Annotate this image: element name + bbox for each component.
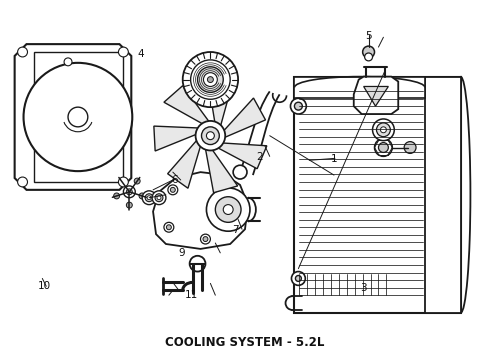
Circle shape <box>197 67 223 93</box>
Circle shape <box>196 121 225 150</box>
Circle shape <box>123 186 135 198</box>
Polygon shape <box>154 126 201 151</box>
Circle shape <box>24 63 132 171</box>
Circle shape <box>374 139 392 156</box>
Circle shape <box>167 225 172 230</box>
Circle shape <box>380 127 387 133</box>
Polygon shape <box>215 143 267 169</box>
Circle shape <box>147 196 151 200</box>
Circle shape <box>183 52 238 107</box>
Polygon shape <box>354 77 398 114</box>
Circle shape <box>145 194 153 202</box>
Polygon shape <box>168 138 201 188</box>
Polygon shape <box>208 78 232 129</box>
Circle shape <box>68 107 88 127</box>
Polygon shape <box>364 86 389 106</box>
Text: 2: 2 <box>256 152 263 162</box>
Circle shape <box>404 141 416 153</box>
Text: 3: 3 <box>360 283 367 293</box>
Circle shape <box>200 234 210 244</box>
Circle shape <box>365 53 372 61</box>
Text: 7: 7 <box>232 225 239 235</box>
Circle shape <box>114 193 120 199</box>
Text: 5: 5 <box>365 31 372 41</box>
Text: 9: 9 <box>179 248 185 258</box>
Circle shape <box>372 119 394 141</box>
Circle shape <box>203 237 208 242</box>
Circle shape <box>233 165 247 179</box>
Circle shape <box>157 196 161 200</box>
Bar <box>294 77 461 313</box>
Polygon shape <box>222 98 266 139</box>
Circle shape <box>168 185 178 195</box>
Text: 10: 10 <box>37 281 50 291</box>
Text: 4: 4 <box>138 49 144 59</box>
Circle shape <box>378 143 389 152</box>
Circle shape <box>119 47 128 57</box>
Circle shape <box>190 256 205 271</box>
Circle shape <box>119 178 124 184</box>
Bar <box>294 77 425 98</box>
Circle shape <box>142 191 156 204</box>
Circle shape <box>155 194 163 202</box>
Circle shape <box>139 193 145 199</box>
Circle shape <box>171 188 175 192</box>
Circle shape <box>295 275 301 282</box>
Text: 6: 6 <box>172 175 178 185</box>
Circle shape <box>206 132 214 140</box>
Circle shape <box>126 189 132 195</box>
Circle shape <box>18 177 27 187</box>
Circle shape <box>207 77 213 82</box>
Circle shape <box>292 271 305 285</box>
Circle shape <box>18 47 27 57</box>
Text: 11: 11 <box>185 290 198 300</box>
Circle shape <box>363 46 374 58</box>
Circle shape <box>203 73 218 86</box>
Text: COOLING SYSTEM - 5.2L: COOLING SYSTEM - 5.2L <box>165 336 325 349</box>
Circle shape <box>64 58 72 66</box>
Polygon shape <box>205 146 238 193</box>
Polygon shape <box>15 44 131 190</box>
Circle shape <box>191 60 230 99</box>
Circle shape <box>215 197 241 222</box>
Circle shape <box>294 102 302 110</box>
Circle shape <box>152 191 166 204</box>
Circle shape <box>223 204 233 215</box>
Circle shape <box>134 178 140 184</box>
Circle shape <box>376 123 391 137</box>
Circle shape <box>291 98 306 114</box>
Polygon shape <box>153 172 248 249</box>
Circle shape <box>201 127 220 145</box>
Polygon shape <box>164 86 211 125</box>
Text: 1: 1 <box>331 154 338 164</box>
Circle shape <box>126 202 132 208</box>
Bar <box>425 77 461 313</box>
Circle shape <box>164 222 174 232</box>
Circle shape <box>119 177 128 187</box>
Circle shape <box>206 188 250 231</box>
